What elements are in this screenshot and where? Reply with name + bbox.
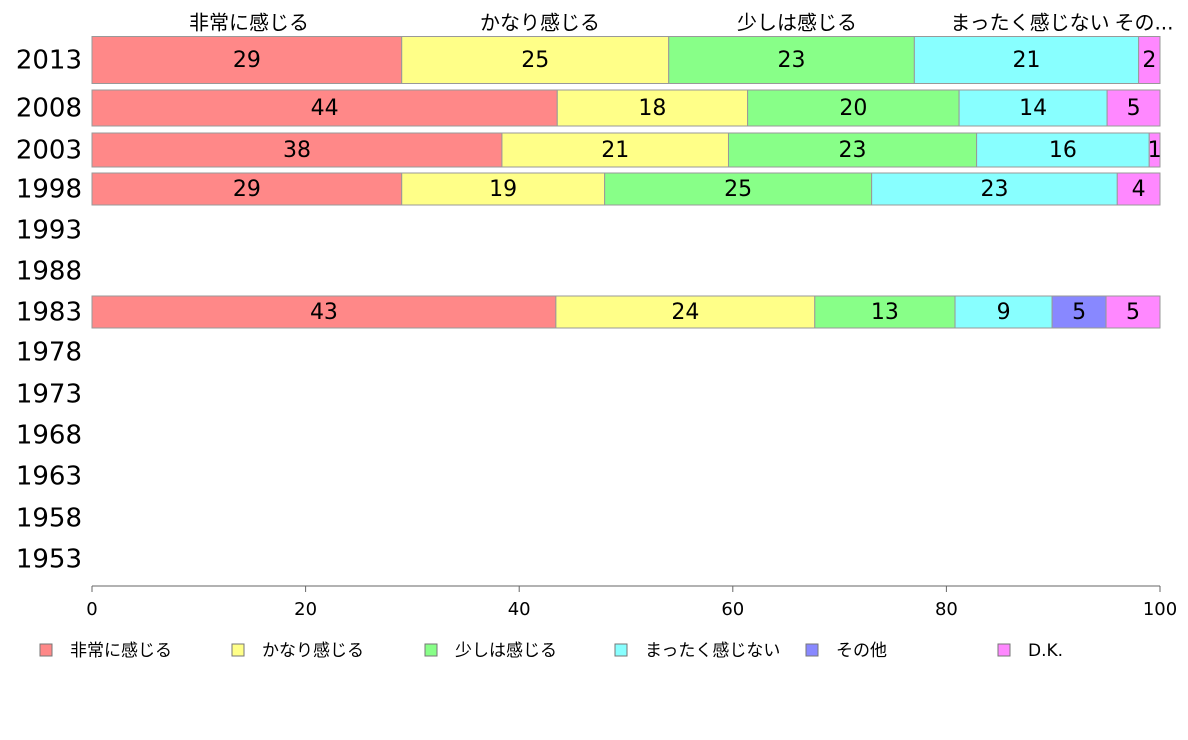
bar-value-label: 5 — [1126, 300, 1140, 325]
bar-segment — [91, 36, 403, 84]
column-headers: 非常に感じる かなり感じる 少しは感じる まったく感じない その... — [189, 11, 1174, 35]
year-labels: 2013 2008 2003 1998 1993 1988 1983 1978 1973 1968… — [16, 46, 82, 575]
bar-value-label: 2 — [1142, 48, 1156, 73]
bar-segment — [958, 89, 1108, 127]
legend-swatch — [805, 643, 819, 657]
bar-value-label: 1 — [1148, 138, 1162, 163]
bar-segment — [1105, 295, 1161, 329]
bar-value-label: 23 — [778, 48, 806, 73]
bar-value-label: 23 — [980, 177, 1008, 202]
legend-swatch — [424, 643, 438, 657]
bar-value-label: 25 — [521, 48, 549, 73]
bar-value-label: 4 — [1132, 177, 1146, 202]
legend-label: かなり感じる — [262, 641, 364, 661]
bar-value-label: 43 — [310, 300, 338, 325]
bar-value-label: 29 — [233, 177, 261, 202]
bar-value-label: 29 — [233, 48, 261, 73]
bar-value-label: 18 — [638, 96, 666, 121]
bar-segment — [604, 172, 873, 206]
bar-segment — [1051, 295, 1107, 329]
year-label: 1988 — [16, 257, 82, 287]
bar-segment — [976, 132, 1150, 168]
bar-segment — [91, 295, 557, 329]
column-header: その... — [1114, 11, 1173, 35]
bars: 29 25 23 21 2 44 18 20 14 5 38 21 23 16 1 29 19 25 23 4 43 24… — [91, 36, 1162, 329]
legend-label: まったく感じない — [645, 641, 780, 661]
legend-item: 少しは感じる — [424, 641, 557, 661]
bar-segment — [501, 132, 729, 168]
legend-swatch — [997, 643, 1011, 657]
x-tick-label: 20 — [294, 599, 317, 620]
bar-segment — [91, 89, 558, 127]
bar-segment — [954, 295, 1053, 329]
year-label: 1978 — [16, 338, 82, 368]
legend-swatch — [231, 643, 245, 657]
bar-segment — [913, 36, 1140, 84]
bar-value-label: 23 — [839, 138, 867, 163]
legend-label: その他 — [836, 641, 887, 661]
bar-value-label: 21 — [1013, 48, 1041, 73]
year-label: 2013 — [16, 46, 82, 76]
bar-value-label: 38 — [283, 138, 311, 163]
bar-segment — [871, 172, 1118, 206]
bar-value-label: 44 — [311, 96, 339, 121]
x-tick-label: 100 — [1143, 599, 1177, 620]
bar-segment — [1138, 36, 1161, 84]
x-tick-label: 60 — [721, 599, 744, 620]
bar-segment — [747, 89, 960, 127]
year-label: 1953 — [16, 545, 82, 575]
bar-segment — [91, 172, 403, 206]
column-header: 少しは感じる — [737, 11, 857, 35]
legend-item: まったく感じない — [614, 641, 780, 661]
legend-label: D.K. — [1028, 641, 1063, 661]
year-label: 1968 — [16, 421, 82, 451]
legend: 非常に感じる かなり感じる 少しは感じる まったく感じない その他 D.K. — [39, 641, 1063, 661]
legend-item: D.K. — [997, 641, 1063, 661]
legend-label: 少しは感じる — [455, 641, 557, 661]
bar-segment — [1116, 172, 1161, 206]
year-label: 1958 — [16, 504, 82, 534]
bar-segment — [727, 132, 978, 168]
legend-swatch — [614, 643, 628, 657]
bar-segment — [401, 36, 670, 84]
bar-segment — [1106, 89, 1161, 127]
bar-segment — [668, 36, 915, 84]
year-label: 1998 — [16, 175, 82, 205]
bar-value-label: 19 — [489, 177, 517, 202]
legend-label: 非常に感じる — [70, 641, 172, 661]
column-header: かなり感じる — [480, 11, 600, 35]
year-label: 1993 — [16, 216, 82, 246]
column-header: 非常に感じる — [189, 11, 309, 35]
legend-item: かなり感じる — [231, 641, 364, 661]
bar-value-label: 5 — [1127, 96, 1141, 121]
legend-item: 非常に感じる — [39, 641, 172, 661]
column-header: まったく感じない — [950, 11, 1109, 35]
year-label: 2003 — [16, 136, 82, 166]
year-label: 2008 — [16, 94, 82, 124]
bar-segment — [556, 89, 749, 127]
bar-segment — [1148, 132, 1161, 168]
bar-value-label: 14 — [1019, 96, 1047, 121]
x-tick-label: 0 — [86, 599, 97, 620]
bar-segment — [91, 132, 503, 168]
x-tick-label: 40 — [508, 599, 531, 620]
year-label: 1973 — [16, 380, 82, 410]
bar-segment — [555, 295, 816, 329]
bar-value-label: 13 — [871, 300, 899, 325]
year-label: 1983 — [16, 298, 82, 328]
x-tick-label: 80 — [935, 599, 958, 620]
year-label: 1963 — [16, 462, 82, 492]
bar-value-label: 5 — [1072, 300, 1086, 325]
bar-value-label: 16 — [1049, 138, 1077, 163]
legend-swatch — [39, 643, 53, 657]
legend-item: その他 — [805, 641, 887, 661]
bar-value-label: 25 — [724, 177, 752, 202]
bar-value-label: 24 — [671, 300, 699, 325]
bar-value-label: 9 — [997, 300, 1011, 325]
bar-value-label: 21 — [601, 138, 629, 163]
x-axis: 0 20 40 60 80 100 — [86, 585, 1177, 620]
bar-value-label: 20 — [839, 96, 867, 121]
